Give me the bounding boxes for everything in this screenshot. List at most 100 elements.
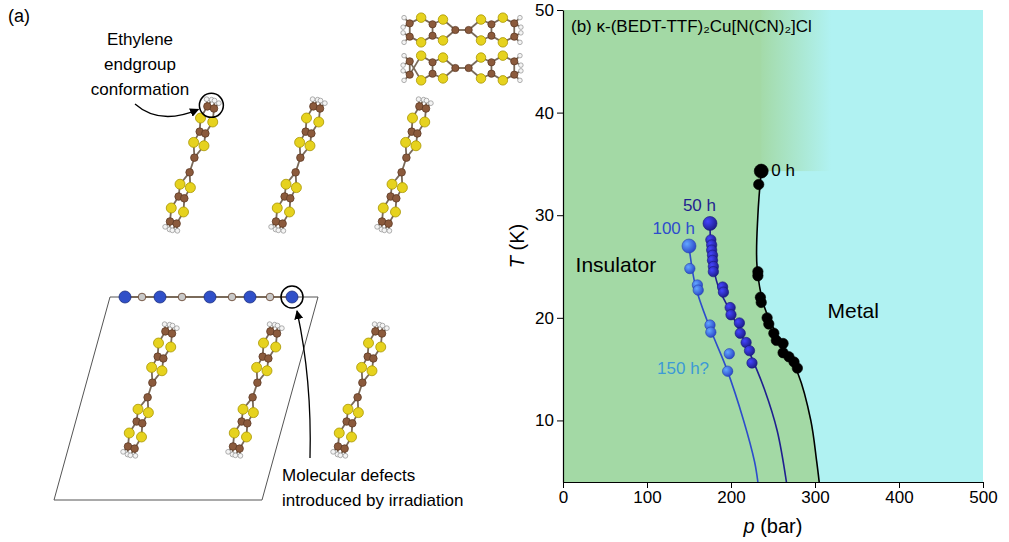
atom [476, 15, 486, 25]
panel-label: (a) [8, 6, 30, 26]
atom [438, 74, 448, 84]
atom [271, 342, 281, 352]
data-point [734, 318, 744, 328]
unit-cell [54, 297, 318, 500]
tick-mark [557, 113, 563, 114]
atom [465, 26, 472, 33]
tick-label: 300 [801, 488, 829, 507]
atom [518, 78, 523, 83]
atom [422, 105, 430, 113]
atom [308, 130, 316, 138]
atom [331, 449, 336, 454]
atom [229, 428, 239, 438]
atom [367, 366, 377, 376]
atom [318, 98, 323, 103]
atom [173, 220, 181, 228]
tick-label: 40 [535, 104, 554, 123]
tick-label: 0 [559, 488, 568, 507]
atom [242, 432, 252, 442]
tick-mark [557, 420, 563, 421]
tick-label: 400 [885, 488, 913, 507]
data-point [706, 327, 716, 337]
atom [258, 338, 268, 348]
atom [248, 408, 258, 418]
molecule [269, 97, 328, 233]
atom [420, 117, 430, 127]
tick: 100 [633, 482, 661, 507]
atom [252, 362, 262, 372]
atom [488, 59, 495, 66]
annotation: 150 h? [657, 359, 709, 378]
atom [210, 105, 218, 113]
atom [228, 293, 236, 301]
atom [429, 21, 436, 28]
atom [216, 101, 221, 106]
tick-label: 200 [717, 488, 745, 507]
atom [401, 25, 406, 30]
atom [204, 291, 216, 303]
atom [370, 355, 378, 363]
atom [429, 59, 436, 66]
atom [334, 428, 344, 438]
atom [406, 58, 413, 65]
insulator-region [563, 10, 983, 482]
atom [401, 69, 406, 74]
atom [128, 453, 133, 458]
atom [275, 323, 280, 328]
highlight-circle [199, 93, 223, 117]
series-label: 50 h [683, 196, 716, 215]
tick: 30 [535, 206, 563, 225]
atom [414, 130, 422, 138]
atom [452, 64, 459, 71]
atom [397, 183, 407, 193]
molecule [226, 322, 285, 458]
atom [170, 323, 175, 328]
boundary-line [756, 171, 819, 482]
atom [359, 379, 367, 387]
atom [519, 25, 524, 30]
atom [411, 141, 421, 151]
tick: 50 [535, 1, 563, 20]
atom [382, 228, 387, 233]
atom [363, 338, 373, 348]
atom [416, 13, 426, 23]
atom [476, 53, 486, 63]
atom [338, 453, 343, 458]
atom [407, 113, 417, 123]
atom [186, 169, 194, 177]
tick: 500 [969, 482, 997, 507]
data-point [764, 319, 774, 329]
axis-line [564, 482, 984, 483]
atom [168, 330, 176, 338]
atom [385, 220, 393, 228]
atom [297, 154, 305, 162]
atom [121, 449, 126, 454]
atom [476, 36, 486, 46]
atom [131, 445, 139, 453]
atom [233, 453, 238, 458]
atom [406, 33, 413, 40]
atom [416, 38, 426, 48]
atom [174, 326, 179, 331]
atom [170, 228, 175, 233]
atom [429, 70, 436, 77]
atom [372, 322, 377, 327]
figure: (a)EthyleneendgroupconformationMolecular… [0, 0, 1009, 542]
data-point [756, 297, 766, 307]
atom [402, 15, 407, 20]
atom [498, 38, 508, 48]
boundary-line [710, 223, 786, 482]
atom [291, 183, 301, 193]
atom [353, 408, 363, 418]
atom [519, 31, 524, 36]
atom [518, 40, 523, 45]
atom [301, 113, 311, 123]
atom [511, 58, 518, 65]
atom [402, 53, 407, 58]
atom [488, 32, 495, 39]
tick-label: 10 [535, 411, 554, 430]
atom [511, 20, 518, 27]
data-point [754, 179, 764, 189]
atom [178, 293, 186, 301]
x-axis-title: p (bar) [743, 515, 803, 537]
